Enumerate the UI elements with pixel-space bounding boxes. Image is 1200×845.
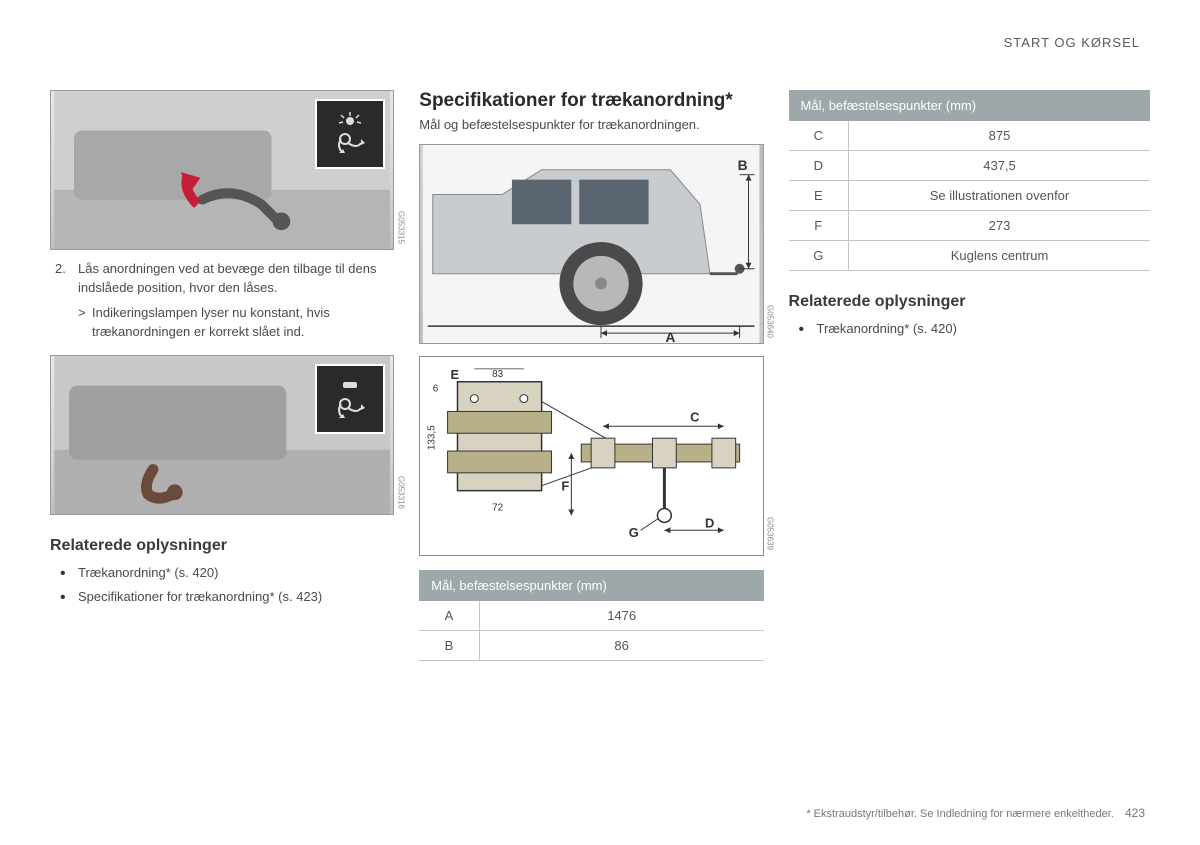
related-list-left: Trækanordning* (s. 420) Specifikationer … [50,561,394,608]
table-row: E Se illustrationen ovenfor [789,181,1150,211]
instruction-step-2: 2. Lås anordningen ved at bevæge den til… [50,260,394,298]
page-footer: * Ekstraudstyr/tilbehør. Se Indledning f… [806,806,1145,820]
related-info-heading-right: Relaterede oplysninger [789,293,1150,311]
cell-label: A [419,601,479,631]
svg-text:133,5: 133,5 [427,425,438,450]
content-columns: G053315 2. Lås anordningen ved at bevæge… [50,90,1150,661]
column-left: G053315 2. Lås anordningen ved at bevæge… [50,90,394,661]
spec-title: Specifikationer for trækanordning* [419,90,763,112]
figure-towbar-fold-1: G053315 [50,90,394,250]
cell-value: 1476 [479,601,763,631]
step-body: Lås anordningen ved at bevæge den tilbag… [78,261,377,295]
indicator-off-icon [325,374,375,424]
cell-value: 273 [849,211,1150,241]
table-row: G Kuglens centrum [789,241,1150,271]
table-row: D 437,5 [789,151,1150,181]
list-item: Trækanordning* (s. 420) [799,317,1150,340]
step-number: 2. [55,260,66,279]
mounting-diagram-svg: 83 6 133,5 72 E [420,357,762,555]
svg-text:72: 72 [492,503,503,514]
cell-value: Kuglens centrum [849,241,1150,271]
table-header: Mål, befæstelsespunkter (mm) [419,570,763,601]
figure-car-side: A B G053640 [419,144,763,344]
figure-code: G053316 [396,476,405,509]
inset-indicator-off [315,364,385,434]
indicator-light-icon [325,109,375,159]
svg-text:83: 83 [492,369,503,380]
spec-table-right: Mål, befæstelsespunkter (mm) C 875 D 437… [789,90,1150,271]
cell-value: 875 [849,121,1150,151]
table-row: B 86 [419,631,763,661]
svg-text:A: A [666,329,676,343]
cell-value: Se illustrationen ovenfor [849,181,1150,211]
column-middle: Specifikationer for trækanordning* Mål o… [419,90,763,661]
cell-label: F [789,211,849,241]
spec-table-left: Mål, befæstelsespunkter (mm) A 1476 B 86 [419,570,763,661]
table-header: Mål, befæstelsespunkter (mm) [789,90,1150,121]
footnote-text: * Ekstraudstyr/tilbehør. Se Indledning f… [806,808,1114,820]
instruction-substep: Indikeringslampen lyser nu konstant, hvi… [50,304,394,342]
car-side-diagram: A B [420,145,762,343]
table-row: F 273 [789,211,1150,241]
inset-indicator-on [315,99,385,169]
figure-code: G053640 [766,305,775,338]
cell-value: 437,5 [849,151,1150,181]
cell-label: C [789,121,849,151]
page-number: 423 [1125,806,1145,820]
cell-label: B [419,631,479,661]
svg-text:6: 6 [433,384,439,395]
figure-towbar-fold-2: G053316 [50,355,394,515]
figure-mounting-diagram: 83 6 133,5 72 E [419,356,763,556]
related-info-heading: Relaterede oplysninger [50,537,394,555]
svg-text:B: B [738,157,748,173]
svg-text:E: E [451,367,460,382]
spec-subtitle: Mål og befæstelsespunkter for trækanordn… [419,116,763,134]
svg-text:C: C [690,410,699,425]
table-row: A 1476 [419,601,763,631]
column-right: Mål, befæstelsespunkter (mm) C 875 D 437… [789,90,1150,661]
table-row: C 875 [789,121,1150,151]
list-item: Trækanordning* (s. 420) [60,561,394,584]
list-item: Specifikationer for trækanordning* (s. 4… [60,585,394,608]
cell-label: E [789,181,849,211]
cell-label: D [789,151,849,181]
related-list-right: Trækanordning* (s. 420) [789,317,1150,340]
svg-text:F: F [562,479,570,494]
header-section: START OG KØRSEL [1004,35,1140,50]
figure-code: G053315 [396,211,405,244]
cell-label: G [789,241,849,271]
svg-text:G: G [629,525,639,540]
cell-value: 86 [479,631,763,661]
svg-text:D: D [705,515,714,530]
figure-code: G053639 [766,517,775,550]
